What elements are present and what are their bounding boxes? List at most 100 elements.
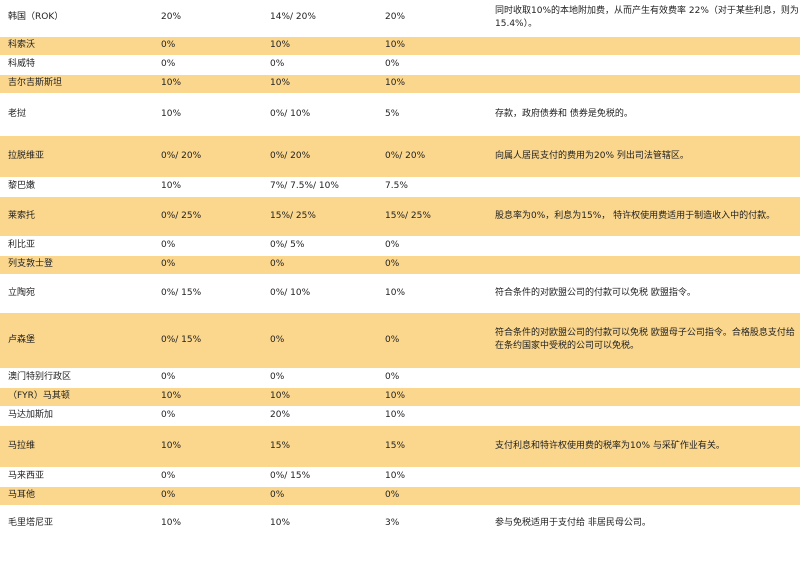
table-row: 毛里塔尼亚 10% 10% 3% 参与免税适用于支付给 非居民母公司。	[0, 505, 800, 542]
country-cell: 卢森堡	[0, 312, 153, 369]
country-cell: 澳门特别行政区	[0, 368, 153, 388]
country-cell: 莱索托	[0, 196, 153, 237]
table-row: 科索沃 0% 10% 10%	[0, 36, 800, 56]
dividend-rate-cell: 0%	[153, 467, 262, 487]
interest-rate-cell: 15%	[262, 425, 377, 468]
note-cell: 符合条件的对欧盟公司的付款可以免税 欧盟母子公司指令。合格股息支付给 在条约国家…	[485, 312, 800, 369]
royalty-rate-cell: 0%	[377, 368, 485, 388]
royalty-rate-cell: 10%	[377, 36, 485, 56]
interest-rate-cell: 10%	[262, 36, 377, 56]
note-cell: 股息率为0%，利息为15%， 特许权使用费适用于制造收入中的付款。	[485, 196, 800, 237]
note-cell	[485, 368, 800, 388]
interest-rate-cell: 0%	[262, 255, 377, 275]
dividend-rate-cell: 20%	[153, 0, 262, 37]
royalty-rate-cell: 15%	[377, 425, 485, 468]
interest-rate-cell: 0%	[262, 486, 377, 506]
country-cell: （FYR）马其顿	[0, 387, 153, 407]
royalty-rate-cell: 3%	[377, 505, 485, 542]
interest-rate-cell: 0%/ 5%	[262, 236, 377, 256]
interest-rate-cell: 20%	[262, 406, 377, 426]
table-row: 列支敦士登 0% 0% 0%	[0, 255, 800, 275]
interest-rate-cell: 0%/ 10%	[262, 274, 377, 313]
note-cell	[485, 74, 800, 94]
table-row: 马耳他 0% 0% 0%	[0, 486, 800, 506]
royalty-rate-cell: 0%/ 20%	[377, 135, 485, 178]
dividend-rate-cell: 0%	[153, 236, 262, 256]
country-cell: 吉尔吉斯斯坦	[0, 74, 153, 94]
country-cell: 拉脱维亚	[0, 135, 153, 178]
note-cell: 符合条件的对欧盟公司的付款可以免税 欧盟指令。	[485, 274, 800, 313]
interest-rate-cell: 0%/ 20%	[262, 135, 377, 178]
country-cell: 科索沃	[0, 36, 153, 56]
table-row: 卢森堡 0%/ 15% 0% 0% 符合条件的对欧盟公司的付款可以免税 欧盟母子公司指令…	[0, 312, 800, 369]
table-row: 拉脱维亚 0%/ 20% 0%/ 20% 0%/ 20% 向属人居民支付的费用为20% …	[0, 135, 800, 178]
dividend-rate-cell: 0%	[153, 406, 262, 426]
interest-rate-cell: 10%	[262, 505, 377, 542]
interest-rate-cell: 10%	[262, 74, 377, 94]
interest-rate-cell: 10%	[262, 387, 377, 407]
table-row: 马达加斯加 0% 20% 10%	[0, 406, 800, 426]
table-row: 莱索托 0%/ 25% 15%/ 25% 15%/ 25% 股息率为0%，利息为15%，…	[0, 196, 800, 237]
dividend-rate-cell: 0%	[153, 255, 262, 275]
royalty-rate-cell: 10%	[377, 467, 485, 487]
royalty-rate-cell: 10%	[377, 274, 485, 313]
table-body: 韩国（ROK） 20% 14%/ 20% 20% 同时收取10%的本地附加费，从而产生有…	[0, 0, 800, 542]
country-cell: 韩国（ROK）	[0, 0, 153, 37]
note-cell: 参与免税适用于支付给 非居民母公司。	[485, 505, 800, 542]
country-cell: 马拉维	[0, 425, 153, 468]
dividend-rate-cell: 0%/ 15%	[153, 274, 262, 313]
royalty-rate-cell: 10%	[377, 406, 485, 426]
country-cell: 马达加斯加	[0, 406, 153, 426]
royalty-rate-cell: 0%	[377, 236, 485, 256]
tax-rate-table: 韩国（ROK） 20% 14%/ 20% 20% 同时收取10%的本地附加费，从而产生有…	[0, 0, 800, 542]
interest-rate-cell: 15%/ 25%	[262, 196, 377, 237]
table-row: 韩国（ROK） 20% 14%/ 20% 20% 同时收取10%的本地附加费，从而产生有…	[0, 0, 800, 37]
table-row: 澳门特别行政区 0% 0% 0%	[0, 368, 800, 388]
royalty-rate-cell: 20%	[377, 0, 485, 37]
note-cell	[485, 486, 800, 506]
royalty-rate-cell: 10%	[377, 74, 485, 94]
royalty-rate-cell: 15%/ 25%	[377, 196, 485, 237]
country-cell: 马来西亚	[0, 467, 153, 487]
note-cell	[485, 387, 800, 407]
country-cell: 黎巴嫩	[0, 177, 153, 197]
table-row: 马来西亚 0% 0%/ 15% 10%	[0, 467, 800, 487]
country-cell: 科威特	[0, 55, 153, 75]
interest-rate-cell: 14%/ 20%	[262, 0, 377, 37]
dividend-rate-cell: 0%/ 15%	[153, 312, 262, 369]
note-cell	[485, 255, 800, 275]
dividend-rate-cell: 0%	[153, 368, 262, 388]
table-row: 利比亚 0% 0%/ 5% 0%	[0, 236, 800, 256]
country-cell: 毛里塔尼亚	[0, 505, 153, 542]
table-row: 吉尔吉斯斯坦 10% 10% 10%	[0, 74, 800, 94]
table-row: 科威特 0% 0% 0%	[0, 55, 800, 75]
country-cell: 立陶宛	[0, 274, 153, 313]
table-row: 黎巴嫩 10% 7%/ 7.5%/ 10% 7.5%	[0, 177, 800, 197]
note-cell	[485, 467, 800, 487]
royalty-rate-cell: 5%	[377, 93, 485, 136]
note-cell: 同时收取10%的本地附加费，从而产生有效费率 22%（对于某些利息，则为15.4…	[485, 0, 800, 37]
dividend-rate-cell: 10%	[153, 93, 262, 136]
note-cell	[485, 236, 800, 256]
dividend-rate-cell: 10%	[153, 425, 262, 468]
dividend-rate-cell: 0%/ 25%	[153, 196, 262, 237]
country-cell: 利比亚	[0, 236, 153, 256]
note-cell	[485, 36, 800, 56]
table-row: 立陶宛 0%/ 15% 0%/ 10% 10% 符合条件的对欧盟公司的付款可以免税 欧盟…	[0, 274, 800, 313]
dividend-rate-cell: 0%	[153, 55, 262, 75]
note-cell	[485, 55, 800, 75]
country-cell: 老挝	[0, 93, 153, 136]
royalty-rate-cell: 0%	[377, 486, 485, 506]
interest-rate-cell: 7%/ 7.5%/ 10%	[262, 177, 377, 197]
note-cell	[485, 177, 800, 197]
note-cell: 支付利息和特许权使用费的税率为10% 与采矿作业有关。	[485, 425, 800, 468]
country-cell: 马耳他	[0, 486, 153, 506]
dividend-rate-cell: 10%	[153, 505, 262, 542]
table-row: 马拉维 10% 15% 15% 支付利息和特许权使用费的税率为10% 与采矿作业有关。	[0, 425, 800, 468]
dividend-rate-cell: 10%	[153, 387, 262, 407]
dividend-rate-cell: 0%	[153, 486, 262, 506]
royalty-rate-cell: 0%	[377, 255, 485, 275]
table-row: 老挝 10% 0%/ 10% 5% 存款，政府债券和 债券是免税的。	[0, 93, 800, 136]
interest-rate-cell: 0%	[262, 312, 377, 369]
note-cell: 存款，政府债券和 债券是免税的。	[485, 93, 800, 136]
